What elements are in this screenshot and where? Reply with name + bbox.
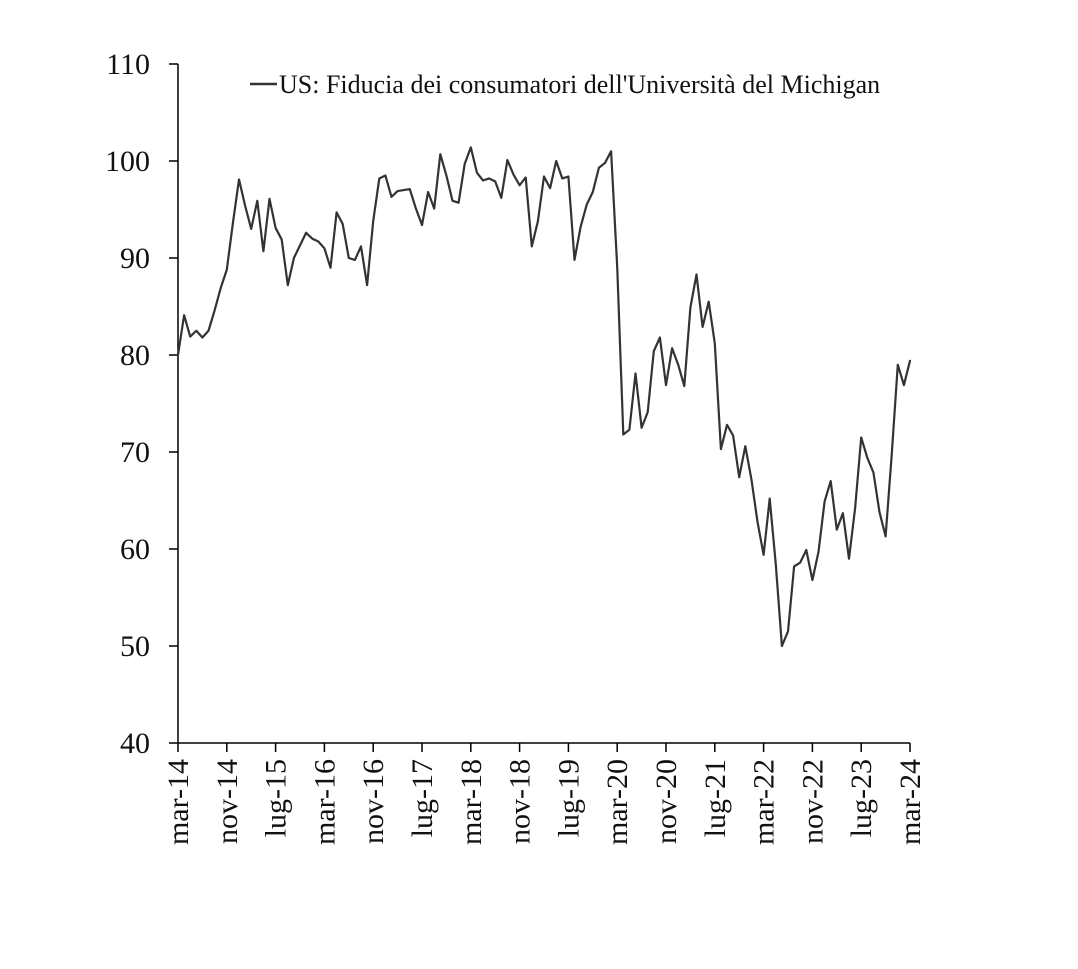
y-tick-label: 90 [120, 242, 150, 275]
x-tick-label: lug-15 [260, 759, 293, 837]
x-tick-label: lug-21 [699, 759, 732, 837]
y-tick-label: 60 [120, 533, 150, 566]
y-tick-label: 40 [120, 727, 150, 760]
x-tick-label: nov-18 [504, 759, 537, 844]
series-layer [176, 146, 912, 648]
y-tick-label: 80 [120, 339, 150, 372]
x-tick-label: lug-17 [406, 759, 439, 837]
x-tick-label: mar-22 [748, 759, 781, 845]
x-tick-label: mar-16 [308, 759, 341, 845]
x-tick-label: mar-20 [601, 759, 634, 845]
x-tick-label: nov-20 [650, 759, 683, 844]
legend: US: Fiducia dei consumatori dell'Univers… [250, 70, 880, 99]
y-tick-label: 110 [106, 48, 150, 81]
x-axis: mar-14 nov-14 lug-15 mar-16 nov-16 lug-17 mar-… [162, 742, 927, 845]
y-tick-label: 70 [120, 436, 150, 469]
x-tick-label: mar-24 [894, 759, 927, 845]
series-line [176, 146, 912, 648]
y-tick-label: 50 [120, 630, 150, 663]
y-tick-label: 100 [105, 145, 150, 178]
x-tick-label: lug-23 [845, 759, 878, 837]
x-tick-label: nov-14 [211, 759, 244, 844]
y-axis: 40 50 60 70 80 90 100 110 [105, 48, 179, 760]
legend-label: US: Fiducia dei consumatori dell'Univers… [279, 70, 880, 99]
x-tick-label: nov-22 [796, 759, 829, 844]
x-tick-label: mar-18 [455, 759, 488, 845]
x-tick-label: nov-16 [357, 759, 390, 844]
x-tick-label: lug-19 [552, 759, 585, 837]
x-tick-label: mar-14 [162, 759, 195, 845]
